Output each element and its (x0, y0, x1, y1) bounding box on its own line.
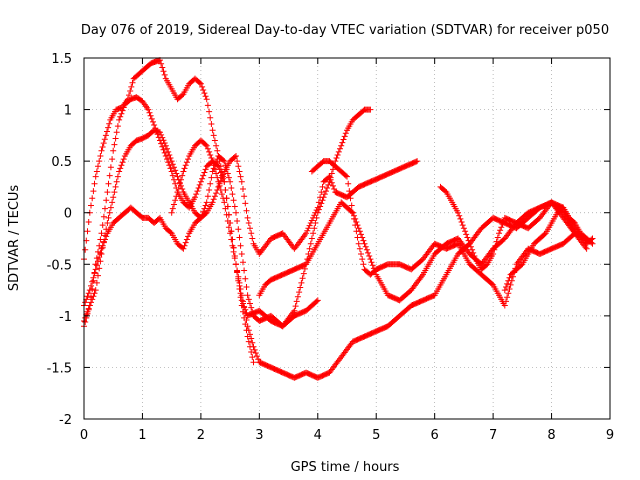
point-markers (168, 137, 590, 381)
x-tick-label: 5 (372, 428, 380, 443)
x-tick-label: 1 (138, 428, 146, 443)
series-sat-d (81, 153, 421, 309)
point-markers (308, 158, 590, 309)
y-tick-label: -2 (59, 413, 72, 428)
series-sat-g (308, 158, 590, 309)
point-markers (81, 57, 257, 366)
x-tick-label: 9 (606, 428, 614, 443)
y-tick-label: 1 (64, 104, 72, 119)
series-sat-i (501, 204, 596, 294)
data-points (81, 57, 596, 381)
point-markers (81, 153, 421, 309)
series-sat-a (81, 57, 257, 366)
chart-title: Day 076 of 2019, Sidereal Day-to-day VTE… (81, 23, 609, 38)
y-tick-label: 0 (64, 207, 72, 222)
x-tick-label: 6 (431, 428, 439, 443)
grid-lines (84, 58, 610, 419)
x-tick-label: 0 (80, 428, 88, 443)
x-tick-label: 7 (489, 428, 497, 443)
y-tick-label: -1 (59, 310, 72, 325)
x-tick-label: 8 (547, 428, 555, 443)
series-sat-e (168, 137, 590, 381)
y-tick-label: 1.5 (51, 52, 72, 67)
y-tick-label: -1.5 (47, 361, 72, 376)
point-markers (501, 204, 596, 294)
y-axis-label: SDTVAR / TECUs (7, 185, 22, 292)
y-tick-label: -0.5 (47, 258, 72, 273)
axis-ticks: 0 1 2 3 4 5 6 7 8 9 -2 -1.5 -1 -0.5 0 0.5 1 1.5 (47, 52, 615, 443)
x-tick-label: 4 (314, 428, 322, 443)
x-tick-label: 2 (197, 428, 205, 443)
x-tick-label: 3 (255, 428, 263, 443)
x-axis-label: GPS time / hours (291, 460, 400, 475)
plot-frame (83, 57, 611, 420)
y-tick-label: 0.5 (51, 155, 72, 170)
